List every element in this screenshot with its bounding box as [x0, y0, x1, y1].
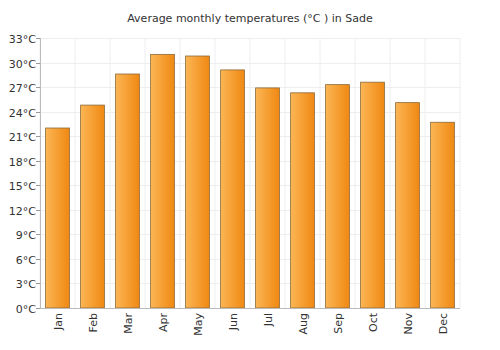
v-grid-line: [390, 38, 391, 308]
grid-line: [40, 38, 460, 39]
bar: [186, 56, 210, 308]
y-tick: [36, 112, 40, 113]
y-tick: [36, 38, 40, 39]
v-grid-line: [75, 38, 76, 308]
y-tick: [36, 63, 40, 64]
y-tick-label: 15°C: [9, 180, 36, 193]
y-tick-label: 27°C: [9, 82, 36, 95]
y-tick-label: 12°C: [9, 205, 36, 218]
y-tick: [36, 259, 40, 260]
y-tick-label: 18°C: [9, 156, 36, 169]
v-grid-line: [250, 38, 251, 308]
v-grid-line: [285, 38, 286, 308]
bar: [81, 105, 105, 308]
y-tick-label: 3°C: [16, 278, 36, 291]
bar: [221, 70, 245, 308]
v-grid-line: [425, 38, 426, 308]
v-grid-line: [110, 38, 111, 308]
y-tick: [36, 87, 40, 88]
x-axis: [40, 308, 460, 309]
y-tick: [36, 234, 40, 235]
y-tick-label: 9°C: [16, 229, 36, 242]
v-grid-line: [145, 38, 146, 308]
y-tick: [36, 210, 40, 211]
x-tick-label: May: [192, 313, 205, 336]
bar: [46, 128, 70, 308]
x-tick-label: Jan: [52, 313, 65, 331]
v-grid-line: [355, 38, 356, 308]
y-tick-label: 0°C: [16, 303, 36, 316]
v-grid-line: [215, 38, 216, 308]
x-tick-label: Jul: [262, 313, 275, 327]
y-tick-label: 21°C: [9, 131, 36, 144]
v-grid-line: [320, 38, 321, 308]
y-tick: [36, 283, 40, 284]
chart: Average monthly temperatures (°C ) in Sa…: [0, 0, 500, 350]
y-tick-label: 33°C: [9, 33, 36, 46]
x-tick-label: Mar: [122, 313, 135, 334]
x-tick-label: Dec: [437, 313, 450, 334]
bar: [361, 82, 385, 308]
x-tick-label: Jun: [227, 313, 240, 331]
y-tick: [36, 136, 40, 137]
bar: [151, 54, 175, 308]
grid-line: [40, 87, 460, 88]
title: Average monthly temperatures (°C ) in Sa…: [127, 12, 373, 25]
x-tick-label: Oct: [367, 312, 380, 332]
v-grid-line: [460, 38, 461, 308]
bar: [116, 74, 140, 308]
y-tick: [36, 185, 40, 186]
x-tick-label: Feb: [87, 313, 100, 332]
bar: [431, 122, 455, 308]
y-tick-label: 6°C: [16, 254, 36, 267]
x-tick-label: Nov: [402, 313, 415, 335]
y-axis: [40, 38, 41, 308]
bar: [291, 93, 315, 308]
x-tick-label: Apr: [157, 313, 170, 333]
bar: [396, 103, 420, 308]
bar: [256, 88, 280, 308]
v-grid-line: [180, 38, 181, 308]
bar: [326, 85, 350, 308]
y-tick-label: 30°C: [9, 58, 36, 71]
y-tick-label: 24°C: [9, 107, 36, 120]
v-grid-line: [40, 38, 41, 308]
grid-line: [40, 63, 460, 64]
x-tick-label: Aug: [297, 313, 310, 334]
y-tick: [36, 161, 40, 162]
bars: [46, 54, 455, 308]
y-tick: [36, 308, 40, 309]
grid-line: [40, 308, 460, 309]
x-tick-label: Sep: [332, 313, 345, 334]
